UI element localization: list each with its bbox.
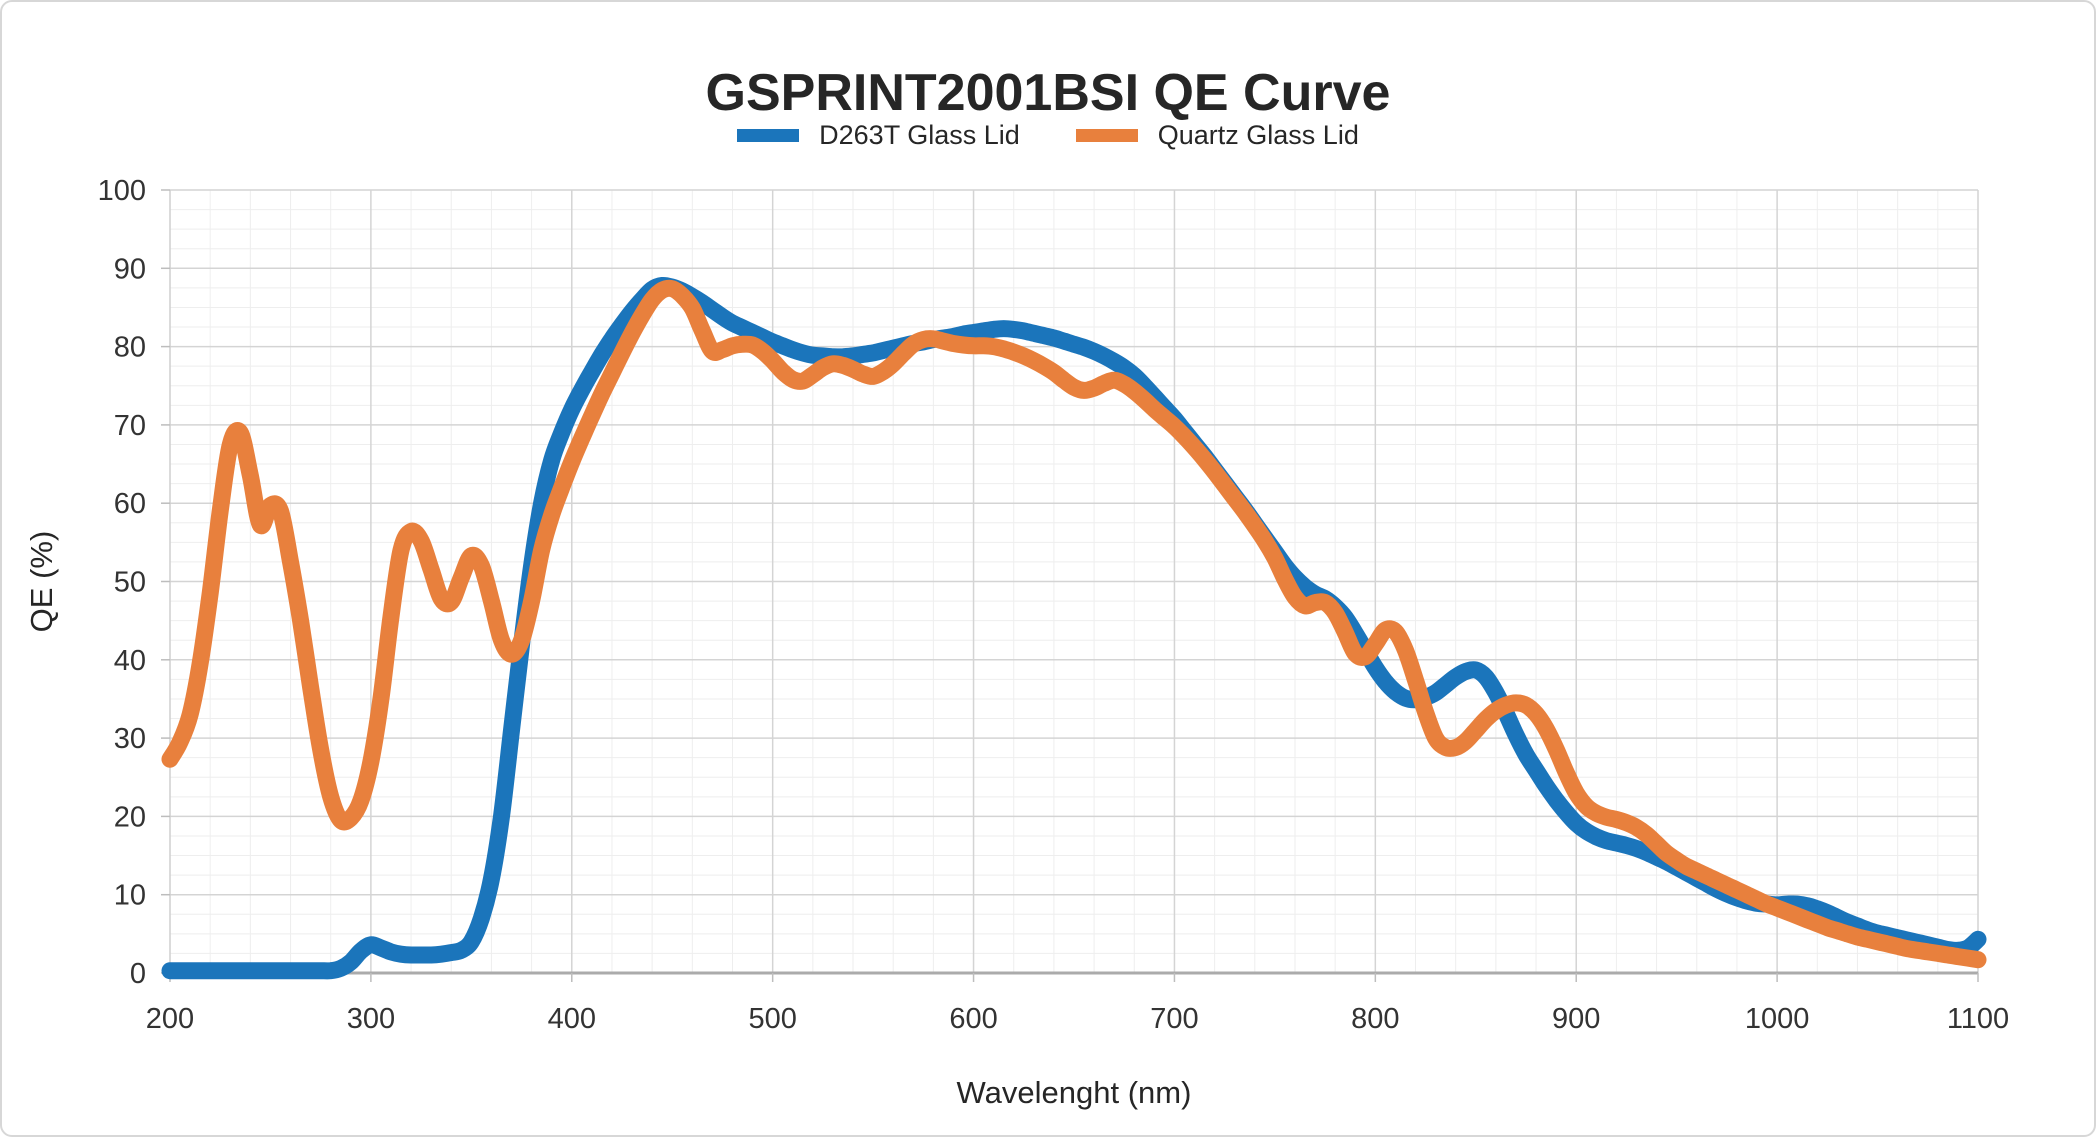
y-tick-label: 90 (114, 253, 146, 285)
y-tick-labels: 0 10 20 30 40 50 60 70 80 90 100 (98, 175, 146, 990)
minor-gridlines (170, 190, 1978, 973)
series-line-quartz-glass-lid (161, 279, 1987, 969)
y-tick-label: 80 (114, 332, 146, 364)
legend-label-d263t: D263T Glass Lid (819, 120, 1020, 150)
y-tick-label: 0 (130, 958, 146, 990)
chart-title: GSPRINT2001BSI QE Curve (705, 63, 1391, 122)
axes (161, 189, 1979, 982)
x-tick-label: 400 (548, 1003, 596, 1035)
series-lines (161, 276, 1987, 980)
x-tick-label: 700 (1150, 1003, 1198, 1035)
x-axis-title: Wavelenght (nm) (957, 1075, 1192, 1110)
x-tick-labels: 200 300 400 500 600 700 800 900 1000 1100 (146, 1003, 2009, 1035)
y-tick-label: 50 (114, 567, 146, 599)
x-tick-label: 600 (949, 1003, 997, 1035)
y-tick-label: 100 (98, 175, 146, 207)
x-tick-label: 800 (1351, 1003, 1399, 1035)
y-tick-label: 10 (114, 880, 146, 912)
x-tick-label: 500 (748, 1003, 796, 1035)
legend-item-d263t: D263T Glass Lid (737, 120, 1020, 151)
legend-item-quartz: Quartz Glass Lid (1075, 120, 1359, 151)
x-tick-label: 1100 (1947, 1003, 2009, 1035)
y-tick-label: 40 (114, 645, 146, 677)
legend: D263T Glass Lid Quartz Glass Lid (0, 120, 2096, 151)
major-gridlines (170, 189, 1979, 973)
y-tick-label: 60 (114, 488, 146, 520)
x-tick-label: 300 (347, 1003, 395, 1035)
x-tick-label: 1000 (1745, 1003, 1810, 1035)
y-axis-title: QE (%) (24, 531, 59, 633)
y-tick-label: 20 (114, 801, 146, 833)
y-tick-label: 30 (114, 723, 146, 755)
legend-label-quartz: Quartz Glass Lid (1157, 120, 1359, 150)
y-tick-label: 70 (114, 410, 146, 442)
x-tick-label: 200 (146, 1003, 194, 1035)
legend-line-swatch-quartz (1075, 129, 1138, 142)
legend-line-swatch-d263t (737, 129, 800, 142)
x-tick-label: 900 (1552, 1003, 1600, 1035)
